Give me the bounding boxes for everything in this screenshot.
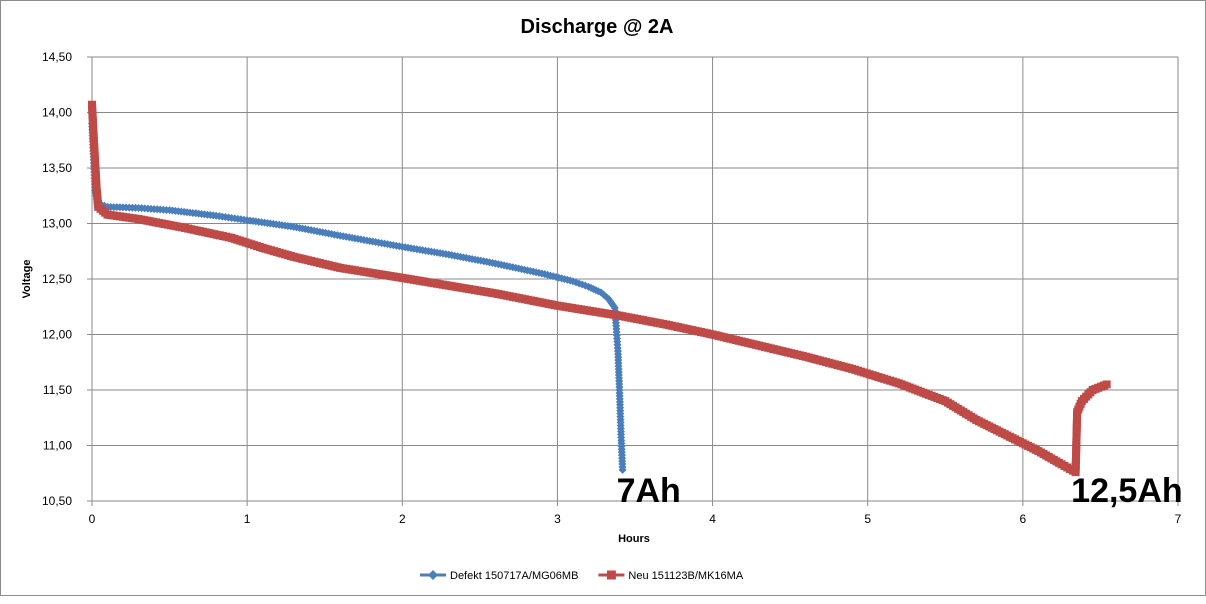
y-tick-label: 11,50 — [43, 383, 72, 397]
y-tick-label: 13,00 — [42, 217, 72, 231]
axes: 0 1 2 3 4 5 6 7 10,50 11,00 11,50 12,00 12,50 13,00 13… — [42, 50, 1182, 526]
annotation-label: 7Ah — [617, 472, 681, 510]
data-point — [618, 465, 627, 474]
data-point — [1102, 380, 1111, 389]
series-1 — [88, 119, 627, 474]
x-tick-label: 6 — [1020, 512, 1027, 526]
legend-label: Neu 151123B/MK16MA — [628, 570, 743, 582]
legend-marker — [606, 570, 616, 580]
x-axis-title: Hours — [618, 533, 650, 545]
annotation-label: 12,5Ah — [1071, 472, 1183, 510]
legend: Defekt 150717A/MG06MB Neu 151123B/MK16MA — [420, 570, 744, 582]
y-tick-label: 13,50 — [42, 161, 72, 175]
legend-item-2: Neu 151123B/MK16MA — [598, 570, 744, 582]
x-tick-label: 3 — [554, 512, 561, 526]
series-2 — [88, 100, 1111, 477]
x-tick-label: 1 — [244, 512, 251, 526]
y-tick-label: 10,50 — [42, 494, 72, 508]
x-tick-label: 7 — [1175, 512, 1182, 526]
annotations: 7Ah 12,5Ah — [617, 472, 1183, 510]
chart-title: Discharge @ 2A — [521, 16, 674, 38]
y-tick-label: 11,00 — [43, 439, 72, 453]
series-area — [88, 100, 1111, 477]
grid — [92, 56, 1179, 501]
y-axis-title: Voltage — [21, 260, 33, 299]
x-tick-label: 0 — [89, 512, 96, 526]
legend-marker — [428, 570, 438, 580]
series-line — [90, 123, 624, 470]
y-tick-label: 12,50 — [42, 272, 72, 286]
legend-item-1: Defekt 150717A/MG06MB — [420, 570, 578, 582]
x-tick-label: 4 — [709, 512, 716, 526]
y-tick-label: 14,00 — [42, 106, 72, 120]
y-tick-label: 12,00 — [42, 328, 72, 342]
y-tick-label: 14,50 — [42, 50, 72, 64]
x-tick-label: 2 — [399, 512, 406, 526]
legend-label: Defekt 150717A/MG06MB — [450, 570, 578, 582]
x-tick-label: 5 — [864, 512, 871, 526]
